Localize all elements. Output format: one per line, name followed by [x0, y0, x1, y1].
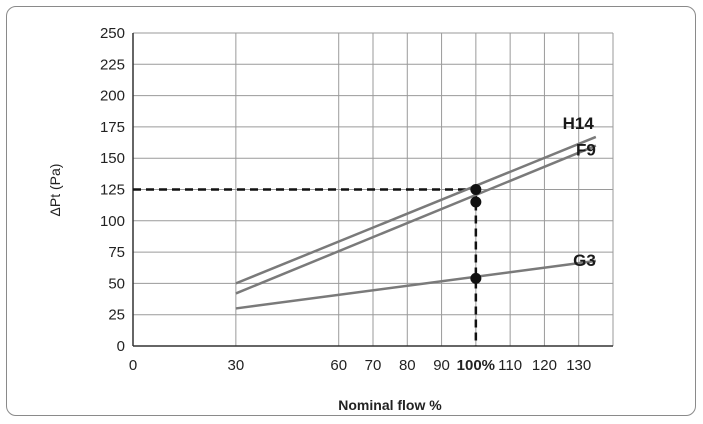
x-tick-label: 110: [498, 357, 522, 374]
y-tick-label: 75: [108, 244, 125, 261]
series-label-h14: H14: [563, 114, 595, 133]
series-line-h14: [235, 135, 597, 285]
y-axis-title: ΔPt (Pa): [47, 164, 63, 217]
data-point-marker: [470, 272, 482, 284]
y-tick-label: 100: [100, 213, 125, 230]
data-point-marker: [470, 196, 482, 208]
tick-labels: 0 25 50 75 100 125 150 175 200 225 250 0 30 60 70 80 90 1…: [100, 25, 596, 374]
y-tick-label: 0: [117, 338, 125, 355]
chart-frame: [6, 6, 696, 416]
series-label-g3: G3: [573, 251, 596, 270]
x-tick-label: 90: [433, 357, 450, 374]
x-tick-label: 120: [532, 357, 557, 374]
y-tick-label: 125: [100, 182, 125, 199]
y-tick-label: 50: [108, 275, 125, 292]
y-tick-label: 225: [100, 56, 125, 73]
x-tick-label: 30: [228, 357, 245, 374]
x-tick-label: 0: [129, 357, 137, 374]
series-line-f9: [235, 144, 597, 295]
series-label-f9: F9: [576, 141, 596, 160]
markers: [470, 184, 482, 284]
x-tick-label: 100%: [457, 357, 495, 374]
y-tick-label: 25: [108, 307, 125, 324]
series-line-g3: [235, 259, 597, 310]
y-tick-label: 150: [100, 150, 125, 167]
y-tick-label: 175: [100, 119, 125, 136]
data-point-marker: [470, 184, 482, 195]
x-axis-title: Nominal flow %: [338, 397, 442, 413]
x-tick-label: 70: [365, 357, 382, 374]
x-tick-label: 60: [330, 357, 347, 374]
series: [235, 135, 597, 310]
y-tick-label: 200: [100, 88, 125, 105]
y-tick-label: 250: [100, 25, 125, 42]
reference-lines: [133, 188, 478, 346]
x-tick-label: 130: [566, 357, 591, 374]
x-tick-label: 80: [399, 357, 416, 374]
